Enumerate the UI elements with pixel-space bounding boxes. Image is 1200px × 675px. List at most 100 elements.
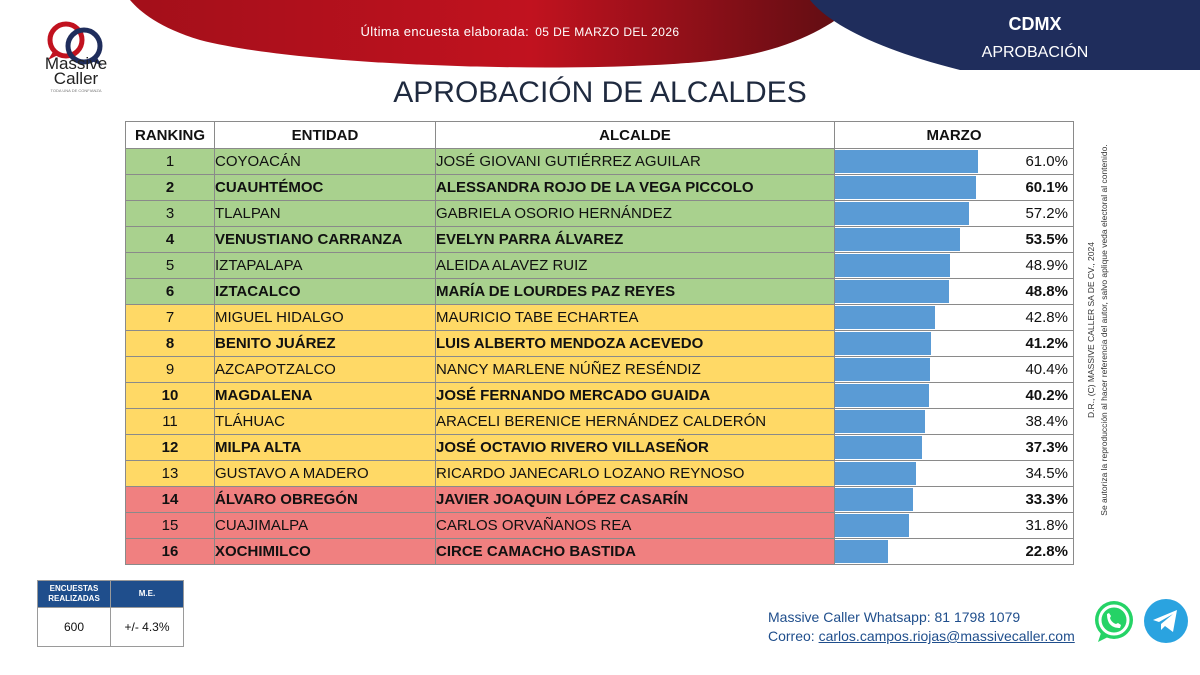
entity-cell: MAGDALENA bbox=[214, 382, 436, 409]
rank-cell: 15 bbox=[125, 512, 215, 539]
mayor-cell: CARLOS ORVAÑANOS REA bbox=[435, 512, 835, 539]
survey-stats: ENCUESTAS REALIZADAS M.E. 600 +/- 4.3% bbox=[37, 580, 184, 647]
approval-bar bbox=[835, 384, 930, 407]
surveys-value: 600 bbox=[37, 607, 111, 647]
table-row: 11 TLÁHUAC ARACELI BERENICE HERNÁNDEZ CALD… bbox=[125, 408, 1074, 435]
approval-bar bbox=[835, 202, 969, 225]
rank-cell: 6 bbox=[125, 278, 215, 305]
rank-cell: 11 bbox=[125, 408, 215, 435]
entity-cell: AZCAPOTZALCO bbox=[214, 356, 436, 383]
survey-label: Última encuesta elaborada: bbox=[360, 24, 530, 39]
approval-bar bbox=[835, 254, 950, 277]
table-row: 13 GUSTAVO A MADERO RICARDO JANECARLO LOZA… bbox=[125, 460, 1074, 487]
mayor-cell: LUIS ALBERTO MENDOZA ACEVEDO bbox=[435, 330, 835, 357]
col-header-marzo: MARZO bbox=[834, 121, 1074, 149]
approval-bar bbox=[835, 358, 930, 381]
region-label: CDMX bbox=[1008, 14, 1062, 34]
mayor-cell: JOSÉ GIOVANI GUTIÉRREZ AGUILAR bbox=[435, 148, 835, 175]
mayor-cell: ALEIDA ALAVEZ RUIZ bbox=[435, 252, 835, 279]
topic-label: APROBACIÓN bbox=[981, 44, 1089, 61]
approval-bar bbox=[835, 540, 889, 563]
table-row: 7 MIGUEL HIDALGO MAURICIO TABE ECHARTEA 42.… bbox=[125, 304, 1074, 331]
approval-cell: 40.2% bbox=[834, 382, 1074, 409]
col-header-ranking: RANKING bbox=[125, 121, 215, 149]
approval-cell: 48.8% bbox=[834, 278, 1074, 305]
entity-cell: MIGUEL HIDALGO bbox=[214, 304, 436, 331]
legal-line-2: Se autoriza la reproducción al hacer ref… bbox=[1099, 144, 1109, 516]
mayor-cell: RICARDO JANECARLO LOZANO REYNOSO bbox=[435, 460, 835, 487]
approval-bar bbox=[835, 410, 925, 433]
mayor-cell: CIRCE CAMACHO BASTIDA bbox=[435, 538, 835, 565]
table-row: 4 VENUSTIANO CARRANZA EVELYN PARRA ÁLVAREZ… bbox=[125, 226, 1074, 253]
col-header-alcalde: ALCALDE bbox=[435, 121, 835, 149]
rank-cell: 2 bbox=[125, 174, 215, 201]
approval-cell: 31.8% bbox=[834, 512, 1074, 539]
header-banner bbox=[130, 0, 1200, 70]
approval-cell: 53.5% bbox=[834, 226, 1074, 253]
logo-icon bbox=[47, 21, 103, 66]
approval-value: 48.9% bbox=[1025, 257, 1068, 274]
entity-cell: GUSTAVO A MADERO bbox=[214, 460, 436, 487]
approval-value: 57.2% bbox=[1025, 205, 1068, 222]
approval-cell: 60.1% bbox=[834, 174, 1074, 201]
table-row: 8 BENITO JUÁREZ LUIS ALBERTO MENDOZA ACEVE… bbox=[125, 330, 1074, 357]
approval-cell: 41.2% bbox=[834, 330, 1074, 357]
approval-value: 33.3% bbox=[1025, 491, 1068, 508]
table-row: 1 COYOACÁN JOSÉ GIOVANI GUTIÉRREZ AGUILAR 6… bbox=[125, 148, 1074, 175]
survey-date-line: Última encuesta elaborada: 05 DE MARZO DE… bbox=[340, 24, 700, 39]
rank-cell: 5 bbox=[125, 252, 215, 279]
col-header-entidad: ENTIDAD bbox=[214, 121, 436, 149]
mayor-cell: ALESSANDRA ROJO DE LA VEGA PICCOLO bbox=[435, 174, 835, 201]
approval-value: 40.4% bbox=[1025, 361, 1068, 378]
approval-bar bbox=[835, 488, 913, 511]
table-header: RANKING ENTIDAD ALCALDE MARZO bbox=[125, 121, 1074, 149]
page-title: APROBACIÓN DE ALCALDES bbox=[393, 76, 807, 109]
mayor-cell: EVELYN PARRA ÁLVAREZ bbox=[435, 226, 835, 253]
email-contact: Correo: carlos.campos.riojas@massivecall… bbox=[768, 627, 1075, 646]
approval-cell: 42.8% bbox=[834, 304, 1074, 331]
approval-value: 48.8% bbox=[1025, 283, 1068, 300]
entity-cell: TLÁHUAC bbox=[214, 408, 436, 435]
approval-cell: 48.9% bbox=[834, 252, 1074, 279]
table-row: 15 CUAJIMALPA CARLOS ORVAÑANOS REA 31.8% bbox=[125, 512, 1074, 539]
whatsapp-icon[interactable] bbox=[1090, 598, 1138, 646]
approval-value: 41.2% bbox=[1025, 335, 1068, 352]
rank-cell: 3 bbox=[125, 200, 215, 227]
table-row: 5 IZTAPALAPA ALEIDA ALAVEZ RUIZ 48.9% bbox=[125, 252, 1074, 279]
mayor-cell: MARÍA DE LOURDES PAZ REYES bbox=[435, 278, 835, 305]
approval-value: 34.5% bbox=[1025, 465, 1068, 482]
approval-cell: 37.3% bbox=[834, 434, 1074, 461]
approval-value: 40.2% bbox=[1025, 387, 1068, 404]
me-label: M.E. bbox=[110, 580, 184, 608]
table-row: 12 MILPA ALTA JOSÉ OCTAVIO RIVERO VILLASEÑ… bbox=[125, 434, 1074, 461]
rank-cell: 9 bbox=[125, 356, 215, 383]
table-body: 1 COYOACÁN JOSÉ GIOVANI GUTIÉRREZ AGUILAR 6… bbox=[125, 148, 1074, 565]
approval-cell: 38.4% bbox=[834, 408, 1074, 435]
whatsapp-contact: Massive Caller Whatsapp: 81 1798 1079 bbox=[768, 609, 1021, 625]
contact-info: Massive Caller Whatsapp: 81 1798 1079 Co… bbox=[768, 608, 1075, 646]
approval-bar bbox=[835, 150, 978, 173]
approval-cell: 22.8% bbox=[834, 538, 1074, 565]
entity-cell: ÁLVARO OBREGÓN bbox=[214, 486, 436, 513]
rank-cell: 8 bbox=[125, 330, 215, 357]
entity-cell: IZTAPALAPA bbox=[214, 252, 436, 279]
logo-text: Massive Caller bbox=[44, 54, 108, 88]
approval-value: 53.5% bbox=[1025, 231, 1068, 248]
approval-value: 22.8% bbox=[1025, 543, 1068, 560]
mayor-cell: JOSÉ OCTAVIO RIVERO VILLASEÑOR bbox=[435, 434, 835, 461]
telegram-icon[interactable] bbox=[1143, 598, 1189, 644]
approval-bar bbox=[835, 514, 910, 537]
mayor-cell: NANCY MARLENE NÚÑEZ RESÉNDIZ bbox=[435, 356, 835, 383]
approval-value: 37.3% bbox=[1025, 439, 1068, 456]
email-link[interactable]: carlos.campos.riojas@massivecaller.com bbox=[818, 628, 1075, 644]
rank-cell: 10 bbox=[125, 382, 215, 409]
approval-bar bbox=[835, 306, 936, 329]
entity-cell: COYOACÁN bbox=[214, 148, 436, 175]
approval-value: 61.0% bbox=[1025, 153, 1068, 170]
rank-cell: 4 bbox=[125, 226, 215, 253]
logo-tagline: TODA UNA DE CONFIANZA bbox=[50, 88, 102, 93]
approval-value: 31.8% bbox=[1025, 517, 1068, 534]
mayor-cell: ARACELI BERENICE HERNÁNDEZ CALDERÓN bbox=[435, 408, 835, 435]
table-row: 6 IZTACALCO MARÍA DE LOURDES PAZ REYES 48.8… bbox=[125, 278, 1074, 305]
rank-cell: 7 bbox=[125, 304, 215, 331]
